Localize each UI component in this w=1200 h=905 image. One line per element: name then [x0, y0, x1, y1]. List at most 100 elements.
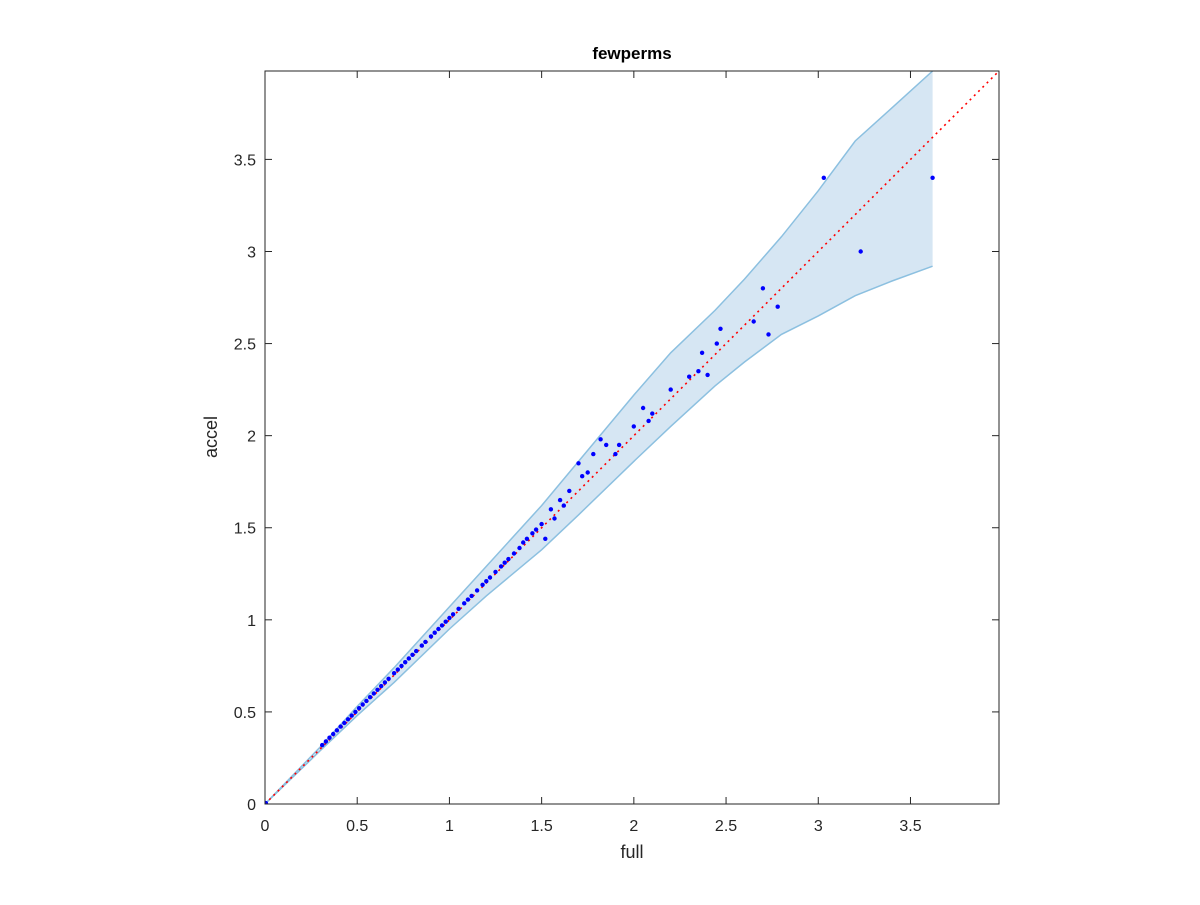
data-point: [360, 702, 365, 707]
data-point: [432, 630, 437, 635]
band-upper-edge: [265, 71, 934, 804]
data-point: [465, 597, 471, 602]
data-point: [356, 706, 362, 711]
y-axis-label: accel: [201, 416, 221, 458]
data-point: [650, 411, 655, 416]
data-point: [699, 350, 705, 355]
x-tick-label: 3.5: [899, 818, 921, 835]
data-point: [406, 656, 411, 661]
data-point: [858, 249, 863, 254]
data-point: [331, 731, 336, 737]
x-tick-label: 1: [445, 818, 454, 835]
x-tick-label: 2.5: [715, 818, 737, 835]
data-point: [561, 503, 566, 508]
data-point: [375, 687, 380, 692]
data-point: [524, 536, 530, 541]
data-point: [423, 639, 428, 645]
data-point: [696, 369, 701, 374]
data-point: [447, 615, 452, 621]
x-tick-label: 3: [814, 818, 823, 835]
data-point: [604, 442, 609, 448]
data-point: [342, 720, 347, 726]
data-point: [521, 540, 526, 545]
data-point: [576, 461, 581, 466]
data-point: [668, 387, 673, 392]
data-point: [414, 648, 419, 654]
y-tick-label: 2: [247, 429, 256, 446]
data-point: [533, 527, 539, 532]
data-point: [567, 488, 572, 494]
data-point: [428, 634, 434, 639]
data-point: [585, 470, 590, 475]
data-point: [539, 521, 544, 527]
data-point: [821, 175, 826, 180]
data-point: [506, 556, 511, 562]
y-tick-label: 0.5: [234, 705, 256, 722]
data-point: [548, 507, 554, 512]
data-point: [323, 739, 329, 744]
data-point: [760, 286, 766, 291]
data-point: [443, 619, 448, 624]
data-point: [462, 601, 467, 606]
x-axis-label: full: [620, 842, 643, 862]
chart-title: fewperms: [592, 44, 671, 63]
data-point: [436, 626, 441, 632]
data-point: [930, 175, 935, 180]
data-point: [687, 374, 692, 379]
plot-content: [265, 71, 999, 804]
data-point: [511, 551, 517, 556]
data-point: [580, 474, 585, 479]
data-point: [766, 332, 771, 337]
data-point: [265, 800, 269, 804]
data-point: [498, 564, 504, 569]
data-point: [419, 643, 424, 648]
data-point: [751, 319, 756, 324]
data-point: [646, 418, 651, 424]
band-lower-edge: [265, 265, 933, 804]
data-point: [379, 683, 384, 689]
data-point: [552, 516, 557, 521]
data-point: [345, 717, 351, 722]
identity-line: [265, 71, 999, 804]
data-point: [616, 442, 622, 448]
data-point: [367, 695, 373, 700]
data-point: [493, 569, 498, 575]
y-tick-label: 3.5: [234, 152, 256, 169]
data-point: [543, 536, 548, 541]
data-point: [395, 667, 400, 672]
y-tick-label: 2.5: [234, 337, 256, 354]
data-point: [338, 724, 343, 729]
data-point: [399, 663, 404, 669]
data-point: [469, 593, 474, 599]
x-tick-label: 2: [629, 818, 638, 835]
data-point: [349, 713, 354, 718]
x-tick-label: 0: [261, 818, 270, 835]
data-point: [775, 304, 780, 309]
y-tick-label: 3: [247, 244, 256, 261]
x-tick-label: 1.5: [531, 818, 553, 835]
data-point: [334, 728, 340, 733]
data-point: [364, 698, 369, 704]
y-tick-label: 1.5: [234, 521, 256, 538]
data-point: [714, 341, 719, 346]
data-point: [487, 575, 493, 580]
data-point: [439, 623, 445, 628]
data-point: [640, 405, 646, 411]
data-point: [353, 709, 358, 715]
data-point: [613, 451, 618, 457]
axes-box: [264, 70, 1000, 805]
data-point: [403, 660, 408, 665]
data-point: [382, 680, 388, 685]
data-point: [718, 326, 723, 331]
plot-area: [265, 71, 999, 804]
data-point: [386, 676, 391, 681]
y-tick-label: 1: [247, 613, 256, 630]
data-point: [705, 372, 710, 378]
data-point: [450, 612, 456, 617]
data-point: [371, 691, 376, 696]
data-point: [410, 652, 415, 657]
data-point: [391, 671, 397, 676]
data-point: [631, 424, 636, 429]
x-tick-label: 0.5: [346, 818, 368, 835]
